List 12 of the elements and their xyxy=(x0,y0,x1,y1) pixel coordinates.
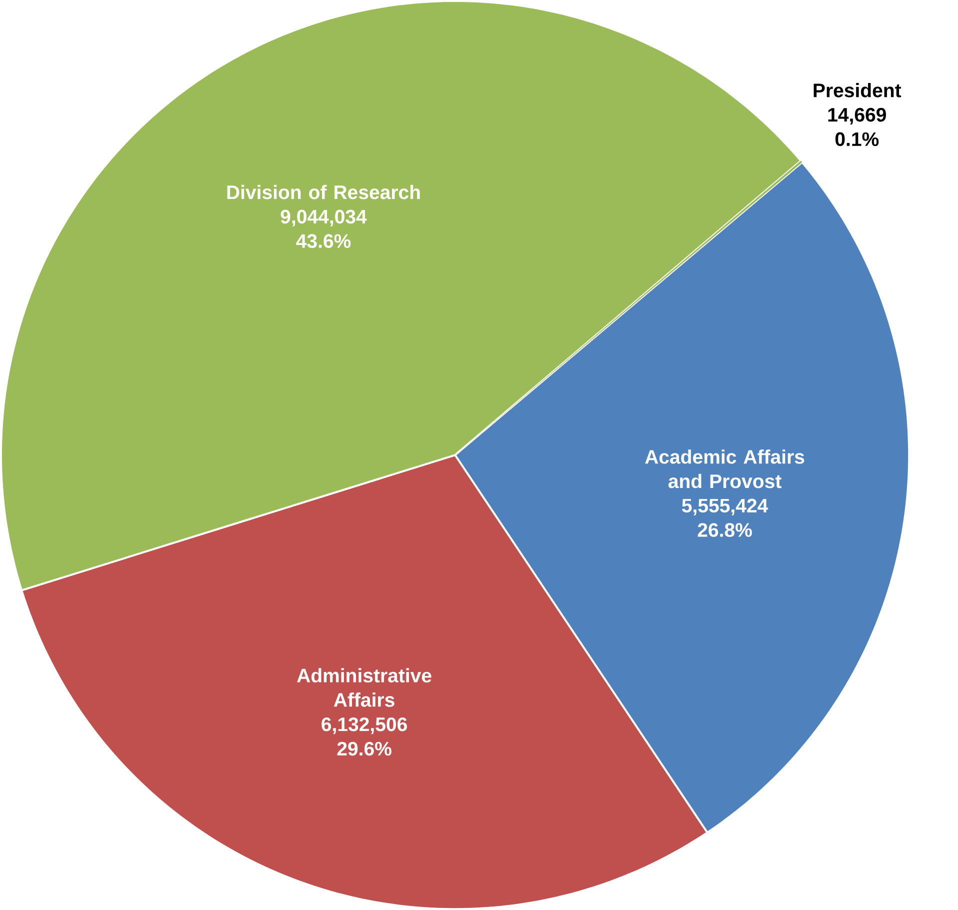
slice-label: Division of Research xyxy=(227,184,420,200)
text: 26.8% xyxy=(698,523,752,537)
data-label: 9,044,034 xyxy=(280,210,367,226)
slice-label: Academic Affairs and Provost xyxy=(645,449,804,488)
text: 0.1% xyxy=(835,132,879,146)
data-label: 14,669 xyxy=(828,108,886,124)
data-label: 5,555,424 xyxy=(682,498,768,516)
slice-label: President xyxy=(814,82,902,98)
slice-label: Administrative Affairs xyxy=(297,668,432,707)
data-label: 6,132,506 xyxy=(322,717,407,734)
text: 29.6% xyxy=(337,742,392,756)
text: 43.6% xyxy=(296,234,351,248)
